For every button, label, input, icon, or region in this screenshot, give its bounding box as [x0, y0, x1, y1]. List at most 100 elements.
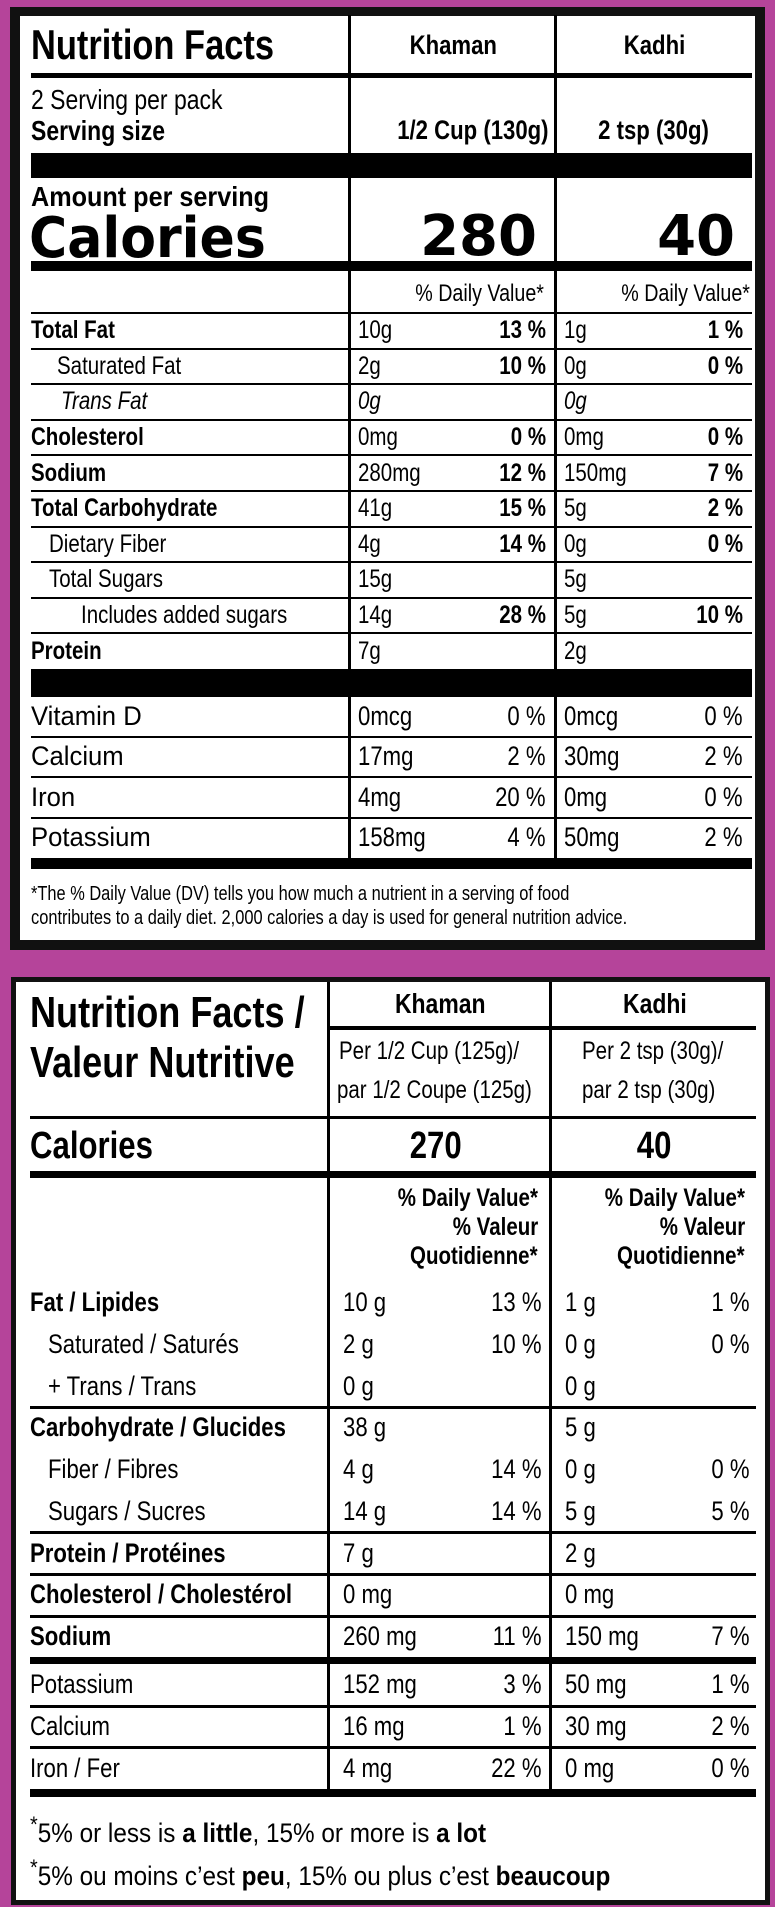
nutrient-amount-text: 150mg — [564, 458, 627, 487]
asterisk: * — [30, 1855, 38, 1880]
nutrient-amount: 0mg — [564, 777, 617, 818]
nutrient-amount-text: 0 g — [343, 1370, 374, 1401]
asterisk: * — [30, 1812, 38, 1837]
nutrient-daily-value: 10 % — [331, 1324, 542, 1366]
footnote-emphasis: peu — [241, 1861, 285, 1891]
nutrient-daily-value: 0 % — [553, 1324, 750, 1366]
nutrient-amount-text: 5 g — [565, 1495, 596, 1526]
ca-footnote-line: *5% or less is a little, 15% or more is … — [30, 1812, 537, 1849]
ca-calories-kadhi: 40 — [637, 1125, 672, 1167]
nutrient-daily-value: 1 % — [331, 1706, 542, 1748]
nutrient-amount-text: 2g — [564, 636, 587, 665]
nutrient-label-text: Total Fat — [31, 316, 115, 345]
row-divider — [30, 1614, 756, 1618]
nutrient-daily-value: 13 % — [331, 1282, 542, 1324]
nutrient-label: Protein / Protéines — [30, 1532, 269, 1574]
nutrient-label-text: Iron — [31, 781, 76, 812]
row-divider — [30, 1746, 756, 1750]
nutrient-daily-value — [352, 384, 546, 420]
nutrient-daily-value-text: 22 % — [491, 1752, 542, 1783]
us-footnote-line-1: *The % Daily Value (DV) tells you how mu… — [31, 883, 570, 905]
thick-bar — [30, 1657, 756, 1664]
nutrient-label: + Trans / Trans — [48, 1365, 229, 1407]
ca-calories-khaman: 270 — [410, 1125, 462, 1167]
nutrient-daily-value — [331, 1407, 542, 1449]
nutrient-daily-value-text: 1 % — [711, 1287, 750, 1318]
ca-dv-header-line: % Valeur — [331, 1213, 538, 1242]
nutrient-amount-text: 7 g — [343, 1537, 374, 1568]
nutrient-daily-value: 0 % — [553, 1747, 750, 1789]
nutrient-label: Fiber / Fibres — [48, 1449, 207, 1491]
nutrient-amount: 15g — [358, 562, 400, 598]
nutrient-amount: 17mg — [358, 737, 426, 778]
nutrient-daily-value: 14 % — [352, 527, 546, 563]
nutrient-daily-value: 13 % — [352, 313, 546, 349]
nutrient-label-text: Sugars / Sucres — [48, 1495, 206, 1526]
nutrient-amount: 0 mg — [565, 1747, 625, 1789]
nutrient-amount: 7 g — [343, 1532, 381, 1574]
nutrient-label-text: + Trans / Trans — [48, 1370, 197, 1401]
nutrient-amount-text: 0mcg — [358, 700, 413, 731]
nutrient-amount: 4mg — [358, 777, 411, 818]
nutrient-amount: 0mcg — [358, 696, 424, 737]
nutrient-daily-value: 12 % — [352, 455, 546, 491]
thick-bar — [31, 858, 752, 869]
nutrient-daily-value-text: 2 % — [507, 741, 546, 772]
row-divider — [31, 525, 752, 528]
nutrient-amount-text: 5g — [564, 565, 587, 594]
us-serving-size-kadhi: 2 tsp (30g) — [598, 115, 710, 145]
nutrient-daily-value: 1 % — [553, 1664, 750, 1706]
row-divider — [31, 347, 752, 350]
column-divider — [554, 15, 557, 858]
ca-dv-header-line-text: % Daily Value* — [397, 1184, 538, 1212]
nutrient-amount: 0g — [564, 349, 592, 385]
nutrient-daily-value — [352, 562, 546, 598]
nutrient-daily-value: 28 % — [352, 598, 546, 634]
nutrient-label: Calcium — [30, 1706, 128, 1748]
nutrient-amount: 4g — [358, 527, 386, 563]
nutrient-daily-value-text: 0 % — [507, 700, 546, 731]
nutrient-daily-value-text: 7 % — [711, 1620, 750, 1651]
us-column-khaman: Khaman — [409, 30, 498, 60]
nutrient-amount: 0mcg — [564, 696, 630, 737]
footnote-part: 5% or less is — [37, 1818, 183, 1848]
nutrient-amount: 50 mg — [565, 1664, 640, 1706]
row-divider — [31, 454, 752, 457]
nutrient-daily-value: 5 % — [553, 1491, 750, 1533]
ca-dv-header-line: Quotidienne* — [331, 1242, 538, 1271]
nutrient-daily-value — [558, 384, 743, 420]
nutrient-daily-value — [558, 562, 743, 598]
nutrient-amount-text: 4g — [358, 529, 381, 558]
nutrient-amount: 1 g — [565, 1282, 603, 1324]
row-divider — [31, 312, 752, 314]
footnote-emphasis: a lot — [436, 1818, 487, 1848]
nutrient-label-text: Protein / Protéines — [30, 1537, 226, 1568]
nutrient-amount-text: 5 g — [565, 1412, 596, 1443]
row-divider — [31, 490, 752, 492]
thick-bar — [31, 669, 752, 696]
nutrient-amount: 4 mg — [343, 1747, 403, 1789]
nutrient-label-text: Total Carbohydrate — [31, 494, 218, 523]
nutrient-amount-text: 0 g — [565, 1370, 596, 1401]
nutrient-amount: 158mg — [358, 818, 441, 859]
nutrient-daily-value: 0 % — [558, 527, 743, 563]
nutrient-daily-value-text: 1 % — [711, 1669, 750, 1700]
nutrient-daily-value-text: 0 % — [707, 529, 743, 558]
nutrient-daily-value: 0 % — [553, 1449, 750, 1491]
nutrient-daily-value: 22 % — [331, 1747, 542, 1789]
nutrient-label-text: Total Sugars — [49, 565, 163, 594]
nutrient-daily-value-text: 15 % — [499, 494, 546, 523]
nutrient-amount-text: 260 mg — [343, 1620, 417, 1651]
ca-dv-header-line-text: Quotidienne* — [617, 1242, 745, 1270]
us-calories-kadhi: 40 — [657, 204, 735, 269]
nutrient-label: Saturated / Saturés — [48, 1324, 281, 1366]
nutrient-label-text: Sodium — [30, 1620, 112, 1651]
nutrient-label: Iron / Fer — [30, 1747, 140, 1789]
row-divider — [31, 816, 752, 819]
nutrient-amount-text: 0mcg — [564, 700, 619, 731]
nutrient-amount-text: 0g — [358, 387, 381, 416]
nutrient-amount-text: 0g — [564, 387, 587, 416]
nutrient-amount-text: 2g — [358, 351, 381, 380]
nutrient-amount: 14g — [358, 598, 400, 634]
nutrient-daily-value: 2 % — [558, 818, 743, 859]
